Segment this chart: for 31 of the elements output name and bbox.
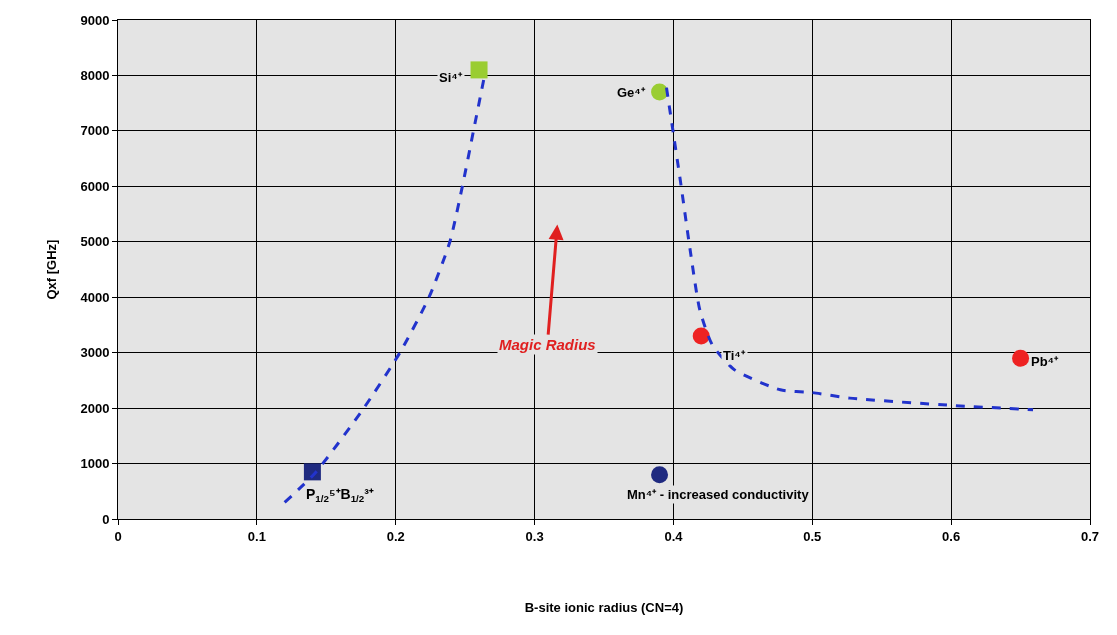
annotation: Pb⁴⁺ xyxy=(1031,354,1060,369)
y-tick-label: 4000 xyxy=(80,289,110,305)
y-tick-label: 8000 xyxy=(80,67,110,83)
y-tick-label: 0 xyxy=(102,511,110,527)
x-axis-title: B-site ionic radius (CN=4) xyxy=(524,600,684,616)
annotation: Si⁴⁺ xyxy=(439,70,463,85)
annotation: Ti⁴⁺ xyxy=(723,348,746,363)
y-axis-title: Qxf [GHz] xyxy=(44,239,60,300)
annotation: Magic Radius xyxy=(499,336,596,353)
x-tick-label: 0.6 xyxy=(942,528,961,544)
point xyxy=(1012,349,1030,367)
y-tick-label: 2000 xyxy=(80,400,110,416)
x-tick-label: 0.1 xyxy=(247,528,266,544)
y-tick-label: 1000 xyxy=(80,456,110,472)
x-tick-label: 0.5 xyxy=(803,528,822,544)
x-tick-label: 0.4 xyxy=(664,528,684,544)
y-tick-label: 5000 xyxy=(80,234,110,250)
x-tick-label: 0.3 xyxy=(525,528,544,544)
point xyxy=(303,463,321,481)
y-tick-label: 6000 xyxy=(80,178,110,194)
y-tick-label: 7000 xyxy=(80,123,110,139)
point xyxy=(470,61,488,79)
point xyxy=(692,327,710,345)
x-tick-label: 0 xyxy=(114,528,122,544)
y-tick-label: 3000 xyxy=(80,345,110,361)
annotation: Mn⁴⁺ - increased conductivity xyxy=(627,487,810,502)
y-tick-label: 9000 xyxy=(80,12,110,28)
annotation: P$_{1/2}$⁵⁺B$_{1/2}$³⁺ xyxy=(306,486,374,504)
annotation: Ge⁴⁺ xyxy=(617,85,646,100)
x-tick-label: 0.7 xyxy=(1080,528,1100,544)
x-tick-label: 0.2 xyxy=(386,528,405,544)
